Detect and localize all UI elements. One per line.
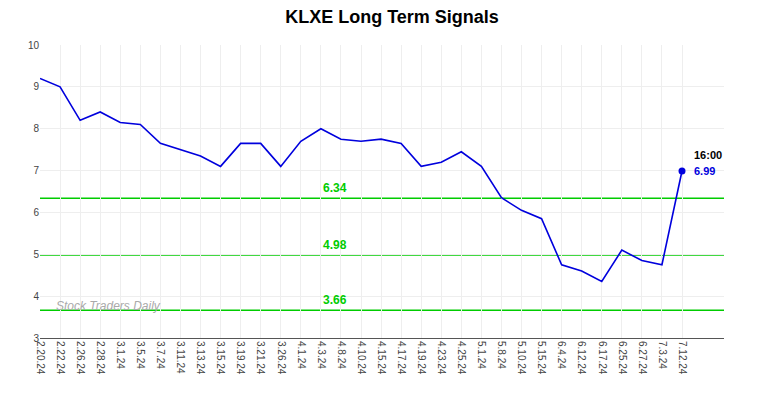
- svg-text:5: 5: [33, 249, 39, 260]
- svg-text:6.99: 6.99: [694, 165, 715, 177]
- svg-text:3: 3: [33, 333, 39, 344]
- svg-text:4: 4: [33, 291, 39, 302]
- svg-text:3.7.24: 3.7.24: [155, 341, 166, 369]
- svg-text:5.15.24: 5.15.24: [536, 341, 547, 375]
- svg-text:2.20.24: 2.20.24: [35, 341, 46, 375]
- svg-text:4.15.24: 4.15.24: [376, 341, 387, 375]
- svg-text:3.13.24: 3.13.24: [195, 341, 206, 375]
- svg-text:10: 10: [28, 40, 40, 51]
- svg-text:3.11.24: 3.11.24: [175, 341, 186, 374]
- svg-text:3.1.24: 3.1.24: [115, 341, 126, 369]
- svg-text:4.3.24: 4.3.24: [316, 341, 327, 369]
- svg-text:4.8.24: 4.8.24: [336, 341, 347, 369]
- svg-text:4.25.24: 4.25.24: [456, 341, 467, 375]
- svg-text:6: 6: [33, 207, 39, 218]
- svg-text:4.19.24: 4.19.24: [416, 341, 427, 375]
- svg-text:5.8.24: 5.8.24: [496, 341, 507, 369]
- svg-text:8: 8: [33, 123, 39, 134]
- svg-text:2.22.24: 2.22.24: [55, 341, 66, 375]
- svg-text:4.10.24: 4.10.24: [356, 341, 367, 375]
- svg-text:6.25.24: 6.25.24: [617, 341, 628, 375]
- svg-text:7.3.24: 7.3.24: [657, 341, 668, 369]
- svg-text:4.1.24: 4.1.24: [296, 341, 307, 369]
- svg-text:6.12.24: 6.12.24: [576, 341, 587, 375]
- svg-text:3.15.24: 3.15.24: [215, 341, 226, 375]
- svg-text:3.5.24: 3.5.24: [135, 341, 146, 369]
- svg-text:6.34: 6.34: [323, 181, 347, 195]
- svg-text:4.17.24: 4.17.24: [396, 341, 407, 375]
- svg-text:3.66: 3.66: [323, 293, 347, 307]
- svg-text:KLXE Long Term Signals: KLXE Long Term Signals: [285, 7, 499, 27]
- svg-text:4.98: 4.98: [323, 238, 347, 252]
- svg-text:3.21.24: 3.21.24: [255, 341, 266, 375]
- svg-text:5.1.24: 5.1.24: [476, 341, 487, 369]
- svg-text:16:00: 16:00: [694, 149, 722, 161]
- svg-text:7: 7: [33, 165, 39, 176]
- svg-text:2.28.24: 2.28.24: [95, 341, 106, 375]
- svg-text:6.17.24: 6.17.24: [597, 341, 608, 375]
- svg-text:2.26.24: 2.26.24: [75, 341, 86, 375]
- svg-text:7.12.24: 7.12.24: [677, 341, 688, 375]
- svg-text:3.26.24: 3.26.24: [276, 341, 287, 375]
- svg-text:6.27.24: 6.27.24: [637, 341, 648, 375]
- svg-text:5.10.24: 5.10.24: [516, 341, 527, 375]
- svg-text:Stock Traders Daily: Stock Traders Daily: [56, 299, 161, 313]
- svg-text:9: 9: [33, 81, 39, 92]
- svg-text:4.23.24: 4.23.24: [436, 341, 447, 375]
- svg-text:3.19.24: 3.19.24: [235, 341, 246, 375]
- svg-text:6.4.24: 6.4.24: [556, 341, 567, 369]
